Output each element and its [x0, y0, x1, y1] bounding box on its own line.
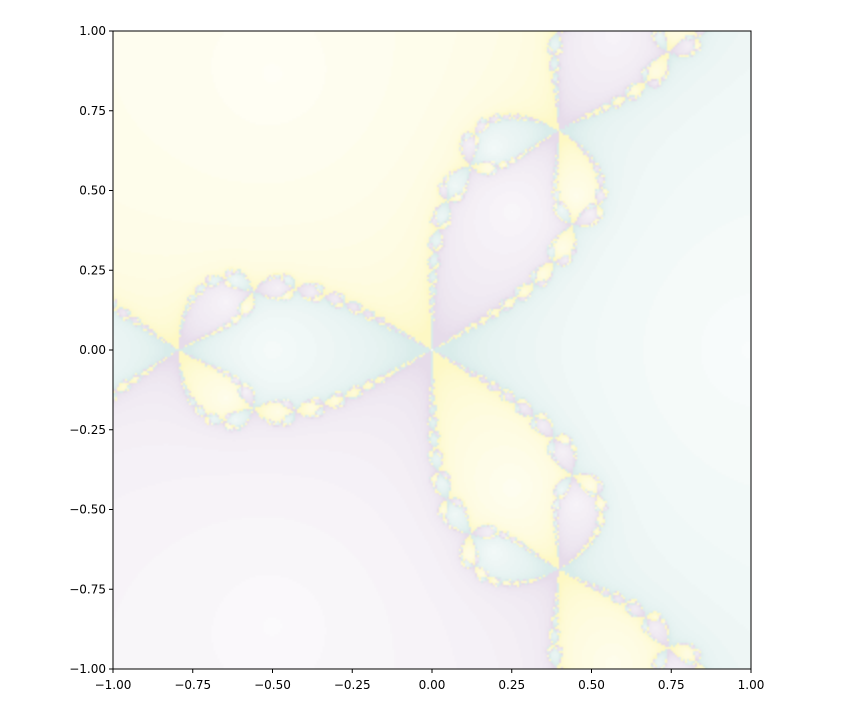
x-tick-label: −0.25 [334, 678, 371, 692]
x-tick-label: −0.50 [254, 678, 291, 692]
y-tick-label: −0.75 [69, 582, 106, 596]
x-tick-label: 0.50 [578, 678, 605, 692]
x-tick-label: 0.00 [419, 678, 446, 692]
x-tick-label: −1.00 [95, 678, 132, 692]
x-tick-label: 1.00 [738, 678, 765, 692]
y-tick-label: −1.00 [69, 662, 106, 676]
y-tick-label: 0.25 [79, 263, 106, 277]
x-axis: −1.00 −0.75 −0.50 −0.25 0.00 0.25 0.50 0.75 1.00 [95, 669, 765, 692]
y-tick-label: −0.25 [69, 423, 106, 437]
y-tick-label: 0.50 [79, 184, 106, 198]
y-tick-label: 0.75 [79, 104, 106, 118]
x-tick-label: −0.75 [174, 678, 211, 692]
x-tick-label: 0.75 [658, 678, 685, 692]
x-tick-label: 0.25 [498, 678, 525, 692]
plot-area [112, 30, 752, 670]
y-tick-label: −0.50 [69, 503, 106, 517]
basin-heatmap-image [113, 31, 751, 669]
y-tick-label: 1.00 [79, 24, 106, 38]
y-axis: −1.00 −0.75 −0.50 −0.25 0.00 0.25 0.50 0.75 1.00 [69, 24, 113, 676]
y-tick-label: 0.00 [79, 343, 106, 357]
